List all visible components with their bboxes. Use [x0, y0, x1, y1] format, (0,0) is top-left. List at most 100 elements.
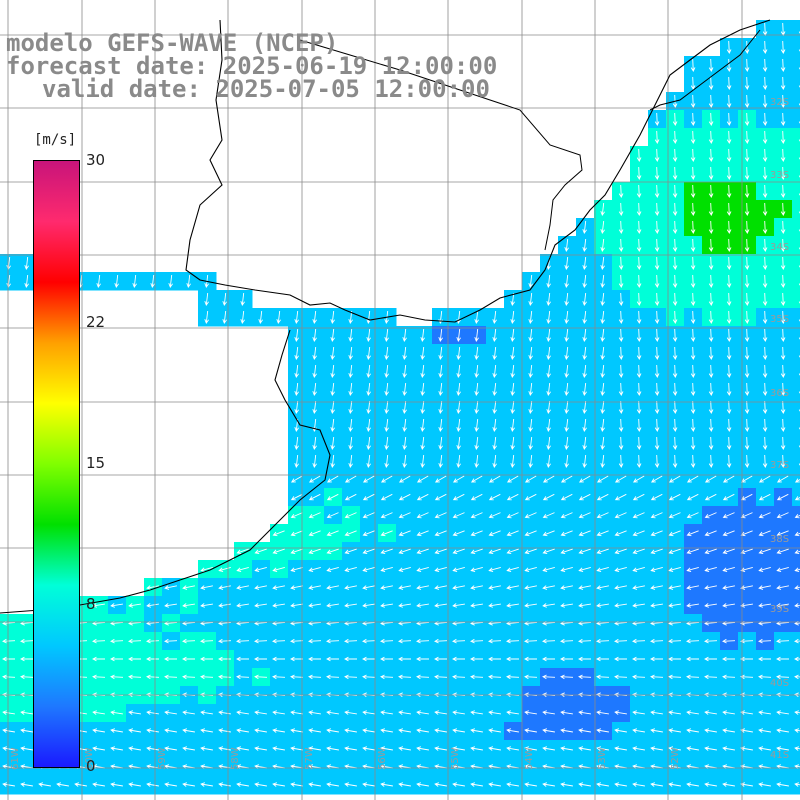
wind-arrow [722, 638, 736, 644]
wind-arrow [614, 475, 627, 483]
wind-arrow [470, 674, 484, 680]
wind-arrow [474, 418, 479, 432]
wind-arrow [672, 400, 678, 414]
longitude-label: 61W [10, 747, 21, 770]
wind-arrow [600, 274, 605, 288]
wind-arrow [650, 782, 663, 787]
wind-arrow [326, 603, 339, 608]
wind-arrow [344, 603, 357, 608]
wind-arrow [366, 364, 371, 378]
wind-arrow [636, 184, 642, 198]
wind-arrow [600, 328, 605, 342]
wind-arrow [776, 674, 790, 680]
wind-arrow [470, 710, 483, 715]
wind-arrow [344, 512, 357, 519]
wind-arrow [38, 782, 51, 787]
wind-arrow [348, 364, 353, 378]
wind-arrow [686, 782, 699, 787]
wind-arrow [632, 585, 645, 590]
wind-arrow [128, 782, 141, 787]
wind-arrow [690, 256, 696, 270]
wind-arrow [330, 418, 335, 432]
wind-arrow [564, 310, 569, 324]
wind-arrow [726, 274, 732, 288]
wind-arrow [164, 674, 178, 680]
wind-arrow [240, 310, 245, 324]
wind-arrow [560, 746, 573, 751]
wind-arrow [686, 656, 699, 662]
wind-arrow [690, 202, 696, 216]
wind-arrow [326, 512, 339, 519]
wind-arrow [780, 364, 786, 378]
wind-arrow [290, 674, 304, 680]
wind-arrow [128, 656, 141, 662]
wind-arrow [600, 238, 605, 252]
wind-arrow [146, 603, 159, 608]
wind-arrow [578, 782, 591, 787]
wind-arrow [546, 400, 551, 414]
wind-arrow [672, 346, 678, 360]
wind-arrow [416, 782, 429, 787]
wind-arrow [330, 436, 335, 450]
wind-arrow [744, 238, 750, 252]
wind-arrow [542, 674, 556, 680]
wind-arrow [780, 76, 786, 90]
wind-arrow [452, 493, 465, 501]
wind-arrow [362, 585, 375, 590]
wind-arrow [654, 220, 660, 234]
wind-arrow [204, 292, 209, 306]
wind-arrow [258, 310, 263, 324]
wind-arrow [686, 603, 699, 608]
wind-arrow [438, 418, 443, 432]
wind-arrow [744, 130, 750, 144]
wind-arrow [218, 746, 231, 751]
wind-arrow [668, 710, 681, 715]
wind-arrow [272, 656, 285, 662]
wind-arrow [668, 548, 681, 555]
wind-arrow [218, 638, 232, 644]
wind-arrow [294, 364, 299, 378]
wind-arrow [794, 710, 800, 715]
wind-arrow [636, 400, 642, 414]
wind-arrow [744, 454, 750, 468]
wind-arrow [506, 566, 519, 572]
wind-arrow [578, 603, 591, 608]
wind-arrow [636, 292, 642, 306]
wind-arrow [762, 256, 768, 270]
wind-arrow [380, 674, 394, 680]
wind-arrow [488, 782, 501, 787]
wind-arrow [182, 782, 195, 787]
wind-arrow [92, 710, 105, 715]
wind-arrow [294, 382, 299, 396]
wind-arrow [762, 274, 768, 288]
wind-arrow [362, 746, 375, 751]
wind-arrow [596, 638, 610, 644]
wind-arrow [146, 728, 159, 733]
wind-arrow [672, 328, 678, 342]
wind-arrow [614, 548, 627, 555]
wind-arrow [542, 710, 555, 715]
wind-arrow [546, 382, 551, 396]
wind-arrow [110, 656, 123, 662]
wind-arrow [744, 58, 750, 72]
wind-arrow [632, 548, 645, 555]
wind-arrow [542, 782, 555, 787]
wind-arrow [762, 40, 768, 54]
wind-arrow [704, 548, 717, 555]
wind-arrow [506, 585, 519, 590]
wind-arrow [528, 346, 533, 360]
wind-arrow [200, 782, 213, 787]
wind-arrow [384, 364, 389, 378]
wind-arrow [690, 184, 696, 198]
wind-arrow [290, 656, 303, 662]
wind-arrow [690, 328, 696, 342]
wind-arrow [690, 382, 696, 396]
colorbar-tick: 8 [86, 595, 96, 614]
wind-arrow [690, 346, 696, 360]
wind-arrow [560, 475, 573, 483]
wind-arrow [564, 418, 569, 432]
wind-arrow [488, 656, 501, 662]
wind-arrow [528, 292, 533, 306]
wind-arrow [672, 274, 678, 288]
wind-arrow [596, 566, 609, 572]
